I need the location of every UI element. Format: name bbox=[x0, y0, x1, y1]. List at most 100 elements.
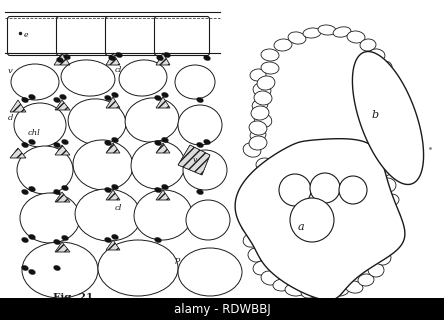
Polygon shape bbox=[235, 139, 405, 300]
Polygon shape bbox=[156, 53, 170, 65]
Polygon shape bbox=[156, 190, 170, 200]
Ellipse shape bbox=[384, 209, 400, 221]
Ellipse shape bbox=[73, 140, 133, 190]
Ellipse shape bbox=[63, 54, 71, 60]
Ellipse shape bbox=[285, 284, 305, 296]
Ellipse shape bbox=[157, 55, 163, 60]
Polygon shape bbox=[106, 240, 120, 250]
Ellipse shape bbox=[204, 55, 210, 60]
Polygon shape bbox=[106, 143, 120, 153]
Ellipse shape bbox=[345, 281, 363, 293]
Ellipse shape bbox=[248, 248, 264, 262]
Ellipse shape bbox=[22, 97, 28, 103]
Ellipse shape bbox=[111, 234, 119, 240]
Ellipse shape bbox=[261, 62, 279, 74]
Ellipse shape bbox=[250, 69, 266, 81]
Ellipse shape bbox=[62, 140, 68, 145]
Ellipse shape bbox=[331, 284, 349, 296]
Ellipse shape bbox=[183, 150, 227, 190]
Ellipse shape bbox=[376, 61, 392, 73]
Circle shape bbox=[279, 174, 311, 206]
Circle shape bbox=[290, 198, 334, 242]
Polygon shape bbox=[106, 97, 120, 108]
Ellipse shape bbox=[261, 49, 279, 61]
Ellipse shape bbox=[54, 142, 60, 148]
Ellipse shape bbox=[175, 65, 215, 99]
Ellipse shape bbox=[241, 187, 259, 203]
Ellipse shape bbox=[22, 265, 28, 271]
Ellipse shape bbox=[197, 97, 203, 103]
Ellipse shape bbox=[256, 158, 274, 172]
Ellipse shape bbox=[105, 95, 111, 100]
Polygon shape bbox=[156, 97, 170, 108]
Ellipse shape bbox=[315, 285, 335, 297]
Text: cl: cl bbox=[115, 204, 123, 212]
Ellipse shape bbox=[239, 202, 257, 218]
Ellipse shape bbox=[204, 140, 210, 145]
Ellipse shape bbox=[360, 39, 376, 51]
Ellipse shape bbox=[155, 95, 162, 100]
Ellipse shape bbox=[162, 92, 168, 98]
Ellipse shape bbox=[62, 236, 68, 241]
FancyBboxPatch shape bbox=[155, 17, 210, 55]
Ellipse shape bbox=[162, 137, 168, 143]
Polygon shape bbox=[10, 148, 26, 158]
Ellipse shape bbox=[75, 189, 141, 241]
Circle shape bbox=[310, 173, 340, 203]
Polygon shape bbox=[178, 145, 210, 175]
Polygon shape bbox=[10, 100, 26, 112]
Ellipse shape bbox=[54, 189, 60, 195]
Ellipse shape bbox=[163, 52, 170, 58]
Ellipse shape bbox=[375, 163, 391, 177]
Ellipse shape bbox=[131, 141, 185, 189]
Ellipse shape bbox=[383, 194, 399, 206]
Polygon shape bbox=[106, 190, 120, 200]
Polygon shape bbox=[55, 145, 70, 155]
Ellipse shape bbox=[28, 269, 36, 275]
Ellipse shape bbox=[247, 173, 263, 187]
Ellipse shape bbox=[375, 251, 391, 265]
Text: cl: cl bbox=[115, 66, 123, 74]
Ellipse shape bbox=[28, 94, 36, 100]
Text: b: b bbox=[372, 110, 379, 120]
Ellipse shape bbox=[109, 55, 115, 60]
Ellipse shape bbox=[22, 189, 28, 195]
Ellipse shape bbox=[243, 143, 261, 157]
Ellipse shape bbox=[14, 103, 66, 147]
Polygon shape bbox=[55, 242, 70, 252]
Ellipse shape bbox=[252, 99, 268, 111]
Ellipse shape bbox=[22, 142, 28, 148]
Ellipse shape bbox=[162, 184, 168, 190]
Ellipse shape bbox=[115, 52, 123, 58]
Ellipse shape bbox=[358, 274, 374, 286]
Ellipse shape bbox=[382, 89, 398, 101]
Polygon shape bbox=[353, 52, 424, 184]
Polygon shape bbox=[156, 143, 170, 153]
Ellipse shape bbox=[28, 186, 36, 192]
Text: chl: chl bbox=[28, 129, 41, 137]
Ellipse shape bbox=[155, 188, 162, 193]
Ellipse shape bbox=[241, 217, 259, 233]
FancyBboxPatch shape bbox=[106, 17, 159, 55]
Polygon shape bbox=[55, 192, 70, 202]
Ellipse shape bbox=[105, 188, 111, 193]
Text: alamy - RDWBBJ: alamy - RDWBBJ bbox=[174, 302, 270, 316]
Ellipse shape bbox=[54, 97, 60, 103]
Ellipse shape bbox=[111, 184, 119, 190]
Ellipse shape bbox=[380, 178, 396, 192]
Ellipse shape bbox=[54, 239, 60, 244]
Ellipse shape bbox=[22, 237, 28, 243]
Ellipse shape bbox=[380, 238, 396, 252]
Ellipse shape bbox=[11, 64, 59, 100]
Circle shape bbox=[339, 176, 367, 204]
Ellipse shape bbox=[56, 57, 63, 63]
Ellipse shape bbox=[261, 271, 279, 285]
Ellipse shape bbox=[303, 28, 321, 38]
Ellipse shape bbox=[368, 263, 384, 277]
Ellipse shape bbox=[155, 140, 162, 146]
Ellipse shape bbox=[186, 200, 230, 240]
Ellipse shape bbox=[250, 129, 266, 141]
Ellipse shape bbox=[20, 193, 80, 243]
Ellipse shape bbox=[288, 32, 306, 44]
Ellipse shape bbox=[111, 92, 119, 98]
